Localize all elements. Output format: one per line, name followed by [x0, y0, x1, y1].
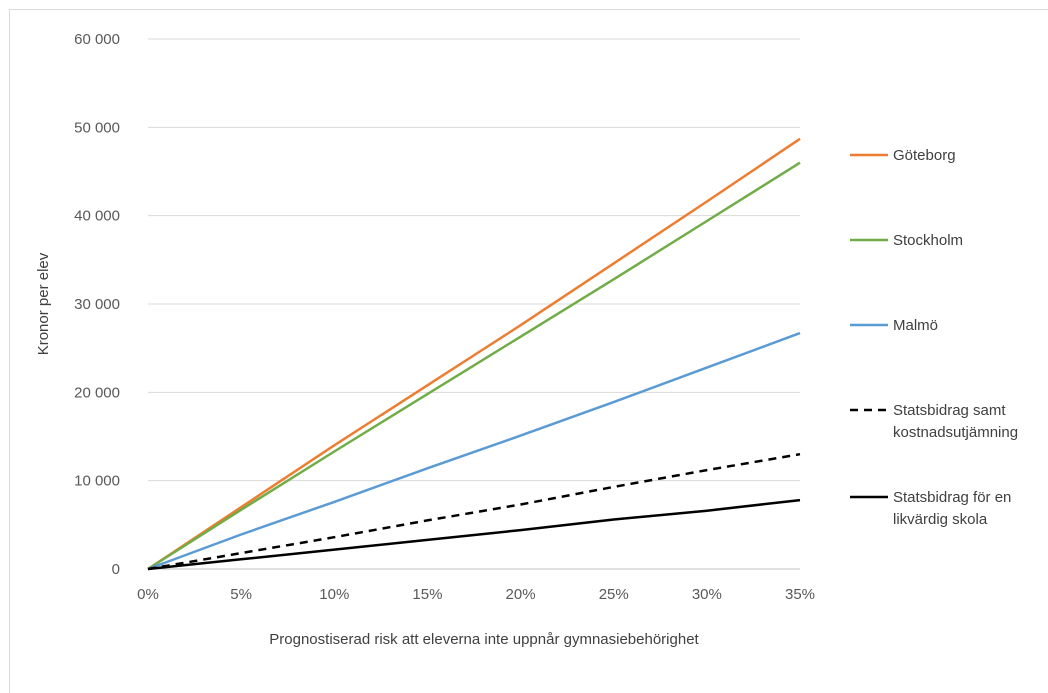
x-tick-label: 5%	[230, 586, 252, 603]
y-axis-title: Kronor per elev	[35, 252, 52, 355]
y-tick-label: 20 000	[74, 384, 120, 401]
y-tick-label: 60 000	[74, 31, 120, 48]
legend-label: Stockholm	[893, 232, 963, 249]
series-line-2	[148, 333, 800, 569]
legend-label: Statsbidrag för en likvärdig skola	[893, 489, 1011, 528]
series-line-4	[148, 500, 800, 569]
legend: Göteborg Stockholm Malmö Statsbidrag samt ko…	[850, 147, 1018, 528]
series-line-0	[148, 139, 800, 569]
x-tick-label: 30%	[692, 586, 722, 603]
x-tick-label: 0%	[137, 586, 159, 603]
y-axis-tick-labels: 0 10 000 20 000 30 000 40 000 50 000 60 000	[74, 31, 120, 578]
y-tick-label: 40 000	[74, 208, 120, 225]
y-tick-label: 30 000	[74, 296, 120, 313]
x-axis-tick-labels: 0% 5% 10% 15% 20% 25% 30% 35%	[137, 586, 815, 603]
gridlines	[148, 39, 800, 569]
series-lines	[148, 139, 800, 569]
y-tick-label: 50 000	[74, 119, 120, 136]
legend-label: Statsbidrag samt kostnadsutjämning	[893, 402, 1018, 441]
legend-label: Malmö	[893, 317, 938, 334]
x-tick-label: 15%	[412, 586, 442, 603]
y-tick-label: 10 000	[74, 473, 120, 490]
x-tick-label: 35%	[785, 586, 815, 603]
x-axis-title: Prognostiserad risk att eleverna inte up…	[269, 631, 699, 648]
x-tick-label: 20%	[506, 586, 536, 603]
series-line-1	[148, 163, 800, 569]
legend-label: Göteborg	[893, 147, 956, 164]
y-tick-label: 0	[112, 561, 120, 578]
x-tick-label: 10%	[319, 586, 349, 603]
x-tick-label: 25%	[599, 586, 629, 603]
